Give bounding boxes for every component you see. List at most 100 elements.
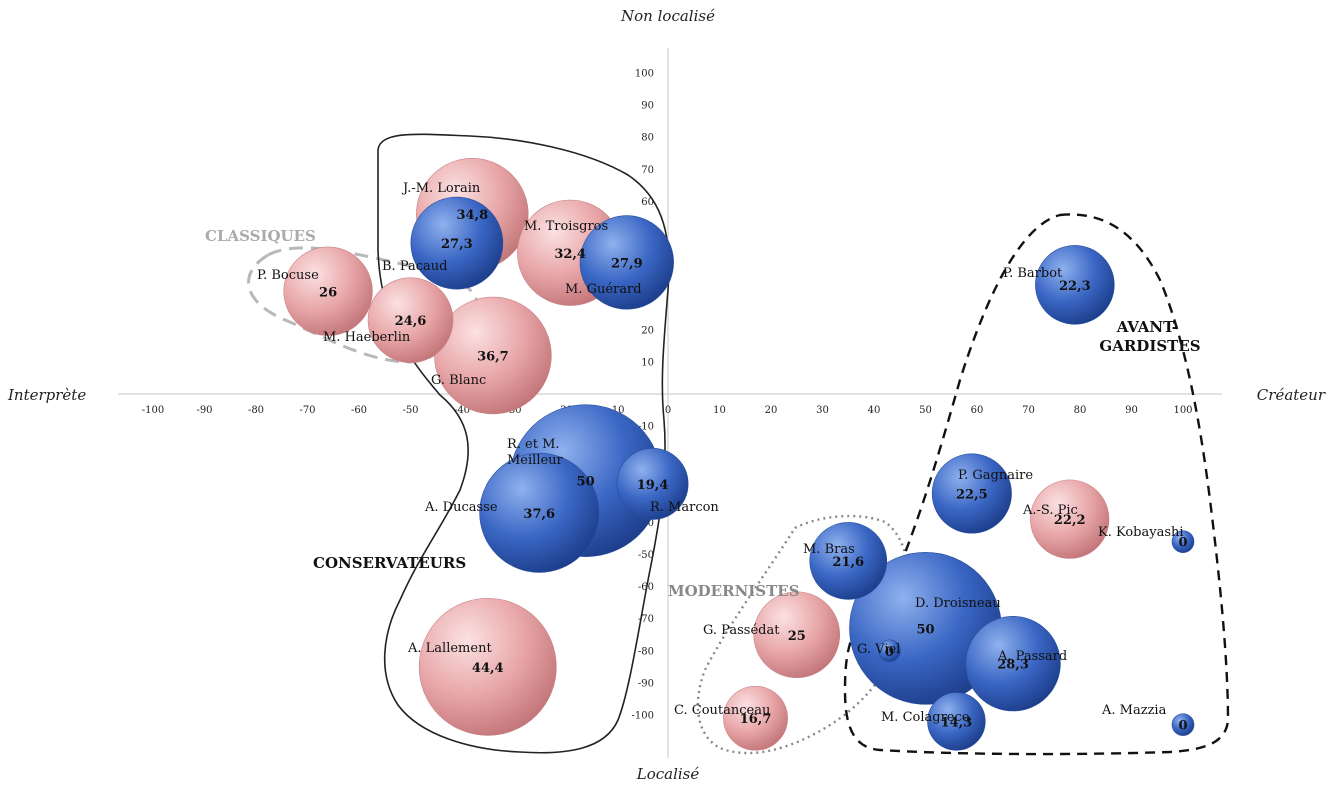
y-tick-label: 70 <box>641 165 654 176</box>
chef-label: A. Ducasse <box>424 500 498 515</box>
bubble <box>878 639 901 663</box>
y-tick-label: 100 <box>635 69 654 80</box>
x-tick-label: -80 <box>248 405 264 416</box>
chef-labels: J.-M. Lorain B. Pacaud M. Troisgros M. G… <box>257 181 1184 725</box>
y-tick-labels: 100908070605040302010-10-20-30-40-50-60-… <box>632 69 654 722</box>
y-tick-label: -10 <box>638 422 654 433</box>
bubble-value-label: 37,6 <box>523 507 555 522</box>
chef-label: P. Gagnaire <box>958 468 1033 483</box>
bubble <box>616 447 689 520</box>
bubble-value-label: 22,3 <box>1059 279 1091 294</box>
x-tick-label: 0 <box>665 405 671 416</box>
bubble-value-label: 25 <box>788 629 806 644</box>
x-tick-label: 20 <box>765 405 778 416</box>
bubble-value-label: 22,5 <box>956 488 988 503</box>
y-tick-label: -50 <box>638 550 654 561</box>
chef-label: G. Viel <box>857 642 900 657</box>
y-tick-label: -90 <box>638 678 654 689</box>
chef-label: J.-M. Lorain <box>401 181 481 196</box>
bubble-value-label: 0 <box>1178 719 1187 734</box>
bubble <box>283 246 373 336</box>
bubble <box>927 692 986 751</box>
x-tick-label: -70 <box>299 405 315 416</box>
x-tick-label: -90 <box>196 405 212 416</box>
bubble-value-label: 26 <box>319 285 337 300</box>
bubble-value-label: 24,6 <box>395 314 427 329</box>
bubble <box>809 522 888 600</box>
bubble <box>418 597 557 736</box>
chef-label: P. Bocuse <box>257 268 319 283</box>
bubble-value-label: 32,4 <box>554 247 586 262</box>
bubble-value-label: 34,8 <box>456 208 488 223</box>
y-tick-label: 80 <box>641 133 654 144</box>
chef-label: M. Troisgros <box>524 219 608 234</box>
axis-title-left: Interprète <box>7 386 86 404</box>
chef-label: R. et M. <box>507 437 560 452</box>
x-tick-label: 60 <box>971 405 984 416</box>
x-tick-label: 50 <box>919 405 932 416</box>
bubble <box>753 591 841 679</box>
chef-label: A. Mazzia <box>1101 703 1167 718</box>
chef-label: M. Haeberlin <box>323 330 411 345</box>
bubble-value-label: 16,7 <box>740 712 772 727</box>
x-tick-label: 40 <box>868 405 881 416</box>
bubble-value-label: 14,3 <box>941 715 973 730</box>
bubble <box>1171 713 1195 736</box>
chef-label: A. Lallement <box>407 641 492 656</box>
x-tick-label: -30 <box>505 405 521 416</box>
x-tick-labels: -100-90-80-70-60-50-40-30-20-10010203040… <box>142 405 1193 416</box>
bubble <box>1030 479 1110 559</box>
bubble <box>410 196 504 290</box>
chef-label: C. Coutanceau <box>674 703 770 718</box>
bubble <box>479 452 600 573</box>
y-tick-label: 90 <box>641 101 654 112</box>
chef-label: D. Droisneau <box>915 596 1001 611</box>
chef-label: A. Passard <box>997 649 1067 664</box>
bubble-value-label: 27,9 <box>611 256 643 271</box>
chef-label: A.-S. Pic <box>1022 503 1078 518</box>
x-tick-label: 10 <box>713 405 726 416</box>
x-tick-label: 80 <box>1074 405 1087 416</box>
x-tick-label: 100 <box>1173 405 1192 416</box>
axis-title-right: Créateur <box>1257 386 1326 404</box>
chef-label: M. Guérard <box>565 282 642 297</box>
group-label-classiques: CLASSIQUES <box>205 227 316 245</box>
x-tick-label: -50 <box>402 405 418 416</box>
y-tick-label: 20 <box>641 325 654 336</box>
chef-label: M. Colagreco <box>881 710 970 725</box>
bubble-value-label: 0 <box>885 645 894 660</box>
bubble-value-label: 50 <box>577 475 595 490</box>
chef-label: R. Marcon <box>650 500 719 515</box>
y-tick-label: -70 <box>638 614 654 625</box>
bubble-value-label: 28,3 <box>997 658 1029 673</box>
chef-label: Meilleur <box>507 453 564 468</box>
bubble <box>931 453 1012 534</box>
chef-label: M. Bras <box>803 542 855 557</box>
y-tick-label: 10 <box>641 357 654 368</box>
chef-label: B. Pacaud <box>382 259 447 274</box>
bubble-value-label: 44,4 <box>472 661 504 676</box>
x-tick-label: -10 <box>608 405 624 416</box>
bubble-value-label: 27,3 <box>441 237 473 252</box>
y-tick-label: -100 <box>632 711 654 722</box>
group-label-modernistes: MODERNISTES <box>668 582 800 600</box>
conservateurs-outline <box>377 133 670 754</box>
axis-title-top: Non localisé <box>620 7 715 25</box>
y-tick-label: -80 <box>638 646 654 657</box>
bubble-value-label: 0 <box>1178 536 1187 551</box>
chef-label: P. Barbot <box>1003 266 1063 281</box>
x-tick-label: -100 <box>142 405 164 416</box>
bubble <box>579 215 674 310</box>
x-tick-label: 70 <box>1022 405 1035 416</box>
x-tick-label: -40 <box>454 405 470 416</box>
bubble-value-label: 22,2 <box>1054 513 1086 528</box>
x-tick-label: 90 <box>1125 405 1138 416</box>
bubble <box>1035 245 1115 325</box>
bubble <box>1171 530 1195 553</box>
bubble-value-label: 50 <box>916 622 934 637</box>
x-tick-label: -60 <box>351 405 367 416</box>
bubble <box>367 277 454 363</box>
axis-title-bottom: Localisé <box>636 765 700 783</box>
chef-label: K. Kobayashi <box>1098 525 1184 540</box>
